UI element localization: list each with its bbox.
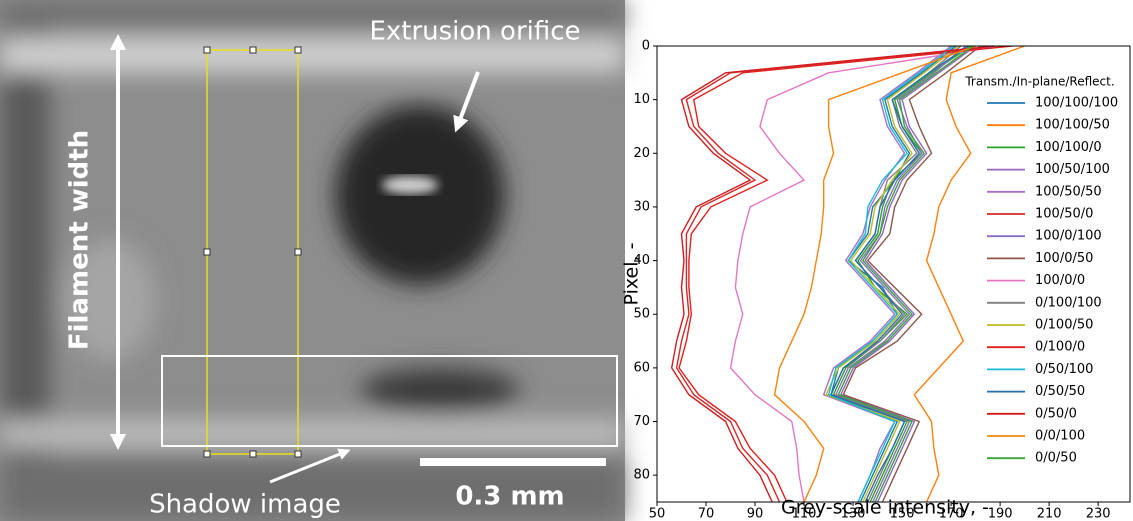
series-line: [672, 46, 996, 502]
legend-label: 100/50/50: [1035, 184, 1102, 199]
orifice-label: Extrusion orifice: [369, 17, 580, 47]
scale-label: 0.3 mm: [455, 482, 564, 512]
legend-label: 0/50/100: [1035, 362, 1093, 377]
x-tick-label: 210: [1037, 507, 1062, 521]
x-axis-label: Grey-scale intensity, -: [781, 497, 989, 519]
legend-label: 100/0/0: [1035, 273, 1085, 288]
x-tick-label: 50: [649, 507, 666, 521]
legend-label: 0/50/50: [1035, 384, 1085, 399]
micrograph: Extrusion orifice Filament width Shadow …: [0, 0, 625, 521]
series-line: [914, 46, 1024, 502]
y-tick-label: 70: [633, 414, 650, 429]
x-tick-label: 70: [698, 507, 715, 521]
legend-label: 0/50/0: [1035, 406, 1077, 421]
legend-label: 100/50/0: [1035, 207, 1093, 222]
legend-label: 100/0/100: [1035, 229, 1102, 244]
figure: Extrusion orifice Filament width Shadow …: [0, 0, 1133, 521]
y-tick-label: 60: [633, 360, 650, 375]
y-tick-label: 10: [633, 92, 650, 107]
x-tick-label: 190: [988, 507, 1013, 521]
x-tick-label: 230: [1086, 507, 1111, 521]
legend-label: 0/0/50: [1035, 451, 1077, 466]
legend-label: 100/100/0: [1035, 140, 1102, 155]
legend-label: 100/0/50: [1035, 251, 1093, 266]
series-line: [831, 46, 961, 502]
legend-label: 100/100/100: [1035, 96, 1118, 111]
y-tick-label: 50: [633, 307, 650, 322]
page: {"image_annotations": {"orifice_label": …: [0, 0, 1133, 521]
y-tick-label: 20: [633, 146, 650, 161]
legend-label: 0/100/100: [1035, 295, 1102, 310]
x-tick-label: 90: [747, 507, 764, 521]
series-line: [843, 46, 980, 502]
legend-label: 0/100/50: [1035, 318, 1093, 333]
y-axis-label: Pixel, -: [621, 243, 643, 306]
series-line: [679, 46, 1012, 502]
legend-label: 100/50/100: [1035, 162, 1110, 177]
legend-title: Transm./In-plane/Reflect.: [964, 75, 1114, 89]
y-tick-label: 0: [642, 39, 650, 54]
shadow-label: Shadow image: [149, 490, 341, 520]
legend-label: 0/100/0: [1035, 340, 1085, 355]
legend-label: 0/0/100: [1035, 429, 1085, 444]
legend-label: 100/100/50: [1035, 118, 1110, 133]
series-line: [831, 46, 968, 502]
y-tick-label: 30: [633, 199, 650, 214]
plot-lines: [672, 46, 1025, 502]
y-tick-label: 80: [633, 468, 650, 483]
width-label: Filament width: [65, 130, 95, 350]
